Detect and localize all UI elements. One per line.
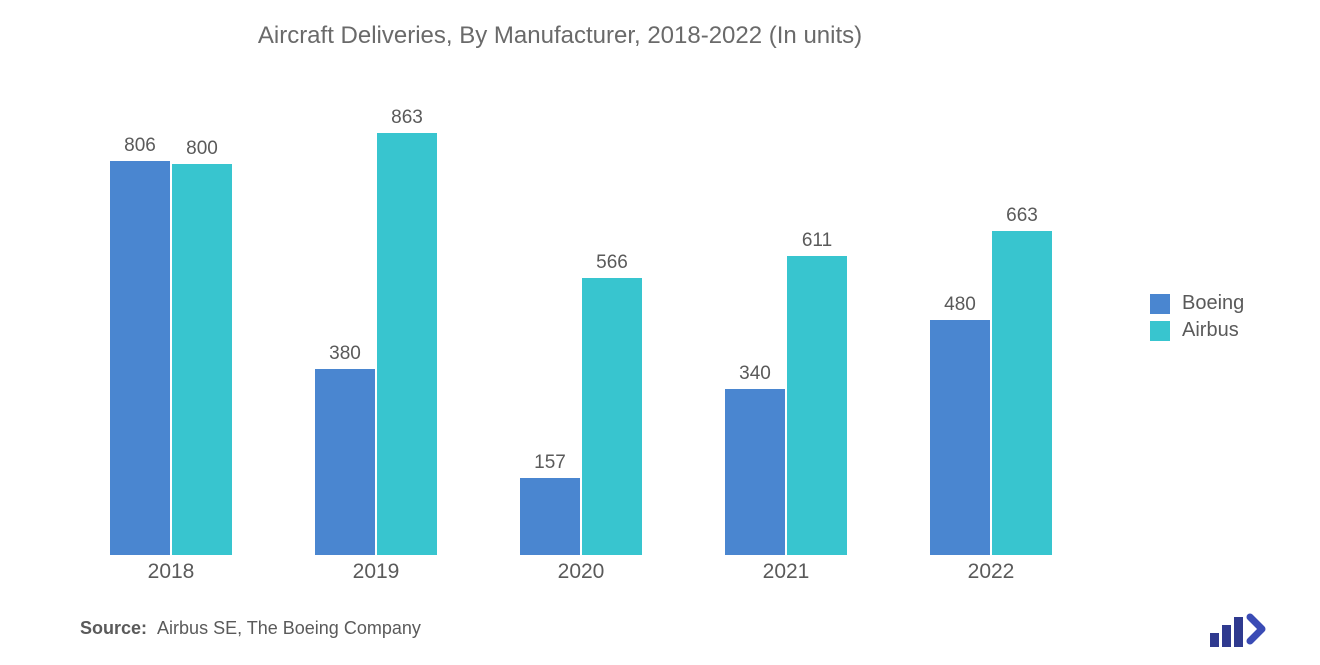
bar-airbus-2022 bbox=[992, 231, 1052, 555]
plot-area: 806800 380863 157 566 340 611 480 663 bbox=[80, 115, 1100, 555]
bar-boeing-2018 bbox=[110, 161, 170, 555]
x-label-2022: 2022 bbox=[931, 560, 1051, 584]
bar-airbus-2018 bbox=[172, 164, 232, 555]
legend-item-boeing: Boeing bbox=[1150, 292, 1244, 315]
bar-group-2022: 480 663 bbox=[930, 115, 1052, 555]
bar-boeing-2021 bbox=[725, 389, 785, 555]
source-prefix: Source: bbox=[80, 618, 147, 638]
value-label-airbus-2020: 566 bbox=[582, 252, 642, 276]
bar-boeing-2020 bbox=[520, 478, 580, 555]
value-label-boeing-2020: 157 bbox=[520, 452, 580, 476]
value-label-airbus-2019: 863 bbox=[377, 107, 437, 131]
bar-boeing-2019 bbox=[315, 369, 375, 555]
x-label-2021: 2021 bbox=[726, 560, 846, 584]
legend-label-airbus: Airbus bbox=[1182, 319, 1239, 342]
value-label-airbus-2018: 800 bbox=[172, 138, 232, 162]
bar-group-2018: 806800 bbox=[110, 115, 232, 555]
value-label-airbus-2022: 663 bbox=[992, 205, 1052, 229]
bar-airbus-2019 bbox=[377, 133, 437, 555]
value-label-boeing-2019: 380 bbox=[315, 343, 375, 367]
x-label-2018: 2018 bbox=[111, 560, 231, 584]
source-text: Airbus SE, The Boeing Company bbox=[157, 618, 421, 638]
value-label-boeing-2018: 806 bbox=[110, 135, 170, 159]
x-label-2020: 2020 bbox=[521, 560, 641, 584]
value-label-airbus-2021: 611 bbox=[787, 230, 847, 254]
value-label-boeing-2021: 340 bbox=[725, 363, 785, 387]
legend-swatch-airbus bbox=[1150, 321, 1170, 341]
bar-airbus-2020 bbox=[582, 278, 642, 555]
source-line: Source: Airbus SE, The Boeing Company bbox=[80, 618, 421, 639]
bar-boeing-2022 bbox=[930, 320, 990, 555]
x-label-2019: 2019 bbox=[316, 560, 436, 584]
brand-logo bbox=[1210, 611, 1280, 647]
bar-group-2020: 157 566 bbox=[520, 115, 642, 555]
chart-title: Aircraft Deliveries, By Manufacturer, 20… bbox=[0, 22, 1120, 50]
legend: Boeing Airbus bbox=[1150, 288, 1244, 346]
bar-group-2021: 340 611 bbox=[725, 115, 847, 555]
legend-label-boeing: Boeing bbox=[1182, 292, 1244, 315]
legend-item-airbus: Airbus bbox=[1150, 319, 1244, 342]
value-label-boeing-2022: 480 bbox=[930, 294, 990, 318]
legend-swatch-boeing bbox=[1150, 294, 1170, 314]
bar-airbus-2021 bbox=[787, 256, 847, 555]
bar-group-2019: 380863 bbox=[315, 115, 437, 555]
